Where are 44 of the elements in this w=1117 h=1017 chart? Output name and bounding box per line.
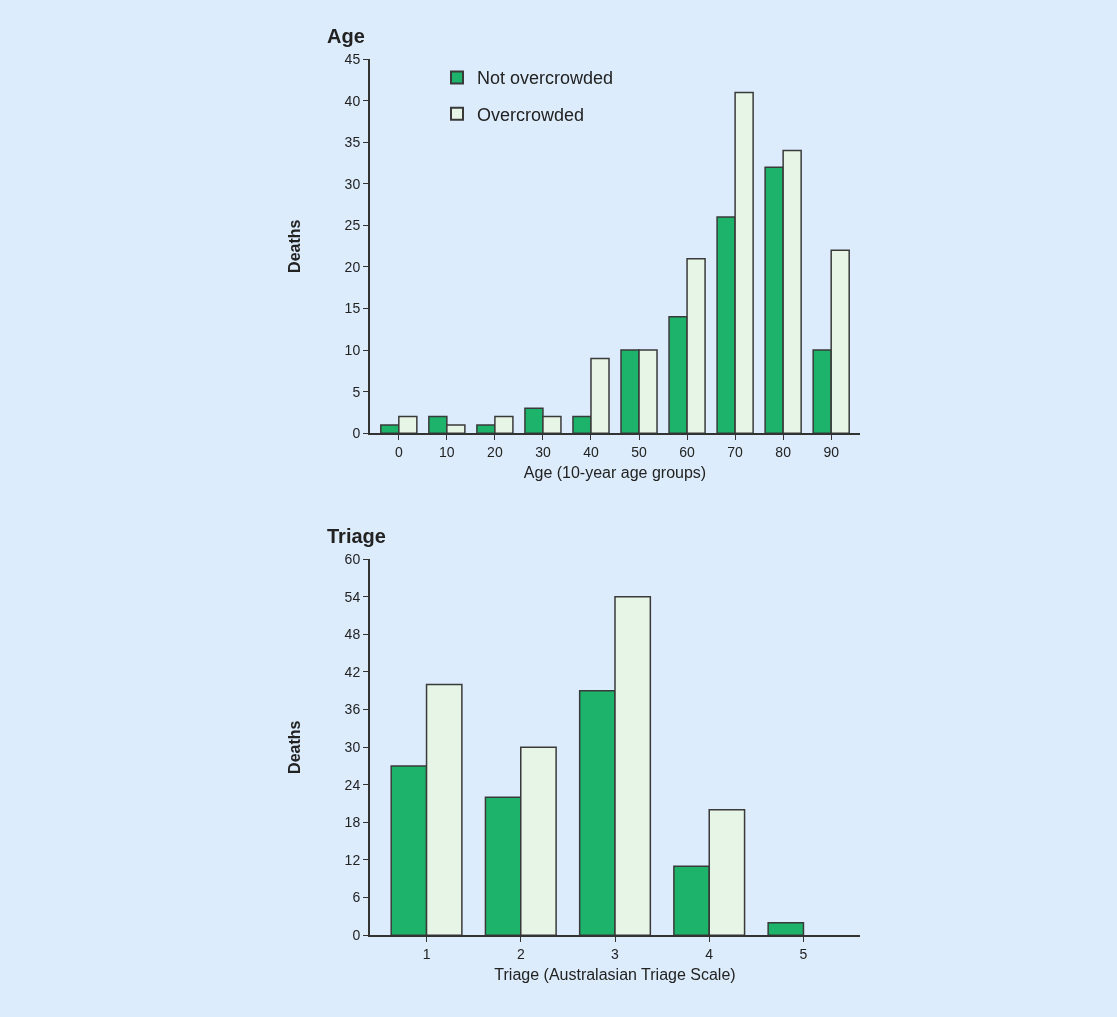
x-tick-label: 70 <box>727 444 744 460</box>
x-tick-label: 90 <box>823 444 840 460</box>
x-axis-title: Triage (Australasian Triage Scale) <box>494 966 736 984</box>
x-tick-label: 3 <box>611 945 620 962</box>
x-tick-label: 4 <box>705 945 714 962</box>
y-tick-label: 60 <box>344 551 361 568</box>
x-tick-label: 60 <box>679 444 696 460</box>
x-tick-label: 40 <box>583 444 599 460</box>
y-tick-label: 25 <box>344 217 361 234</box>
legend-label: Not overcrowded <box>477 68 614 89</box>
x-tick-label: 10 <box>439 444 455 460</box>
x-tick-label: 5 <box>799 945 808 962</box>
y-tick-label: 30 <box>344 739 361 756</box>
y-tick-label: 20 <box>344 258 361 275</box>
y-tick-label: 0 <box>352 927 361 944</box>
y-tick-label: 12 <box>344 851 361 868</box>
x-tick-label: 2 <box>516 945 525 962</box>
legend-label: Overcrowded <box>477 104 585 125</box>
y-tick-label: 45 <box>344 51 361 68</box>
y-tick-label: 0 <box>352 425 361 442</box>
y-tick-label: 5 <box>352 383 361 400</box>
x-tick-label: 0 <box>394 444 403 460</box>
x-tick-label: 50 <box>631 444 648 460</box>
y-tick-label: 48 <box>344 626 361 643</box>
y-tick-label: 10 <box>344 341 361 358</box>
y-tick-label: 24 <box>344 776 361 793</box>
y-axis-title: Deaths <box>286 219 304 273</box>
x-axis-title: Age (10-year age groups) <box>523 464 707 482</box>
y-tick-label: 54 <box>344 588 361 605</box>
x-tick-label: 20 <box>487 444 503 460</box>
y-tick-label: 30 <box>344 175 361 192</box>
x-tick-label: 80 <box>775 444 792 460</box>
x-tick-label: 30 <box>535 444 551 460</box>
y-tick-label: 18 <box>344 814 361 831</box>
y-tick-label: 36 <box>344 701 361 718</box>
y-tick-label: 42 <box>344 663 361 680</box>
y-tick-label: 6 <box>352 889 361 906</box>
y-tick-label: 35 <box>344 134 361 151</box>
x-tick-label: 1 <box>422 945 431 962</box>
y-tick-label: 40 <box>344 92 361 109</box>
y-tick-label: 15 <box>344 300 361 317</box>
chart-title: Triage <box>327 525 386 547</box>
chart-title: Age <box>327 25 365 47</box>
y-axis-title: Deaths <box>286 720 304 774</box>
